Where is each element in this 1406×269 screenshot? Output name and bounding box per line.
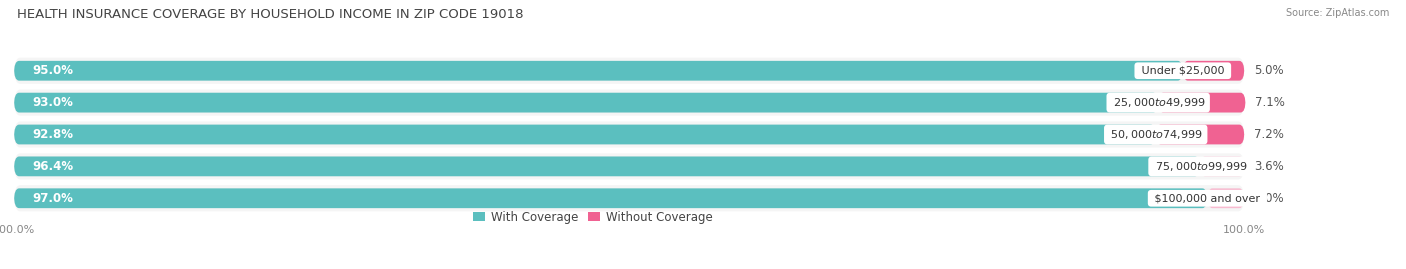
- Text: 95.0%: 95.0%: [32, 64, 73, 77]
- Text: 97.0%: 97.0%: [32, 192, 73, 205]
- Text: 92.8%: 92.8%: [32, 128, 73, 141]
- Text: $25,000 to $49,999: $25,000 to $49,999: [1109, 96, 1206, 109]
- Text: 96.4%: 96.4%: [32, 160, 73, 173]
- Text: Source: ZipAtlas.com: Source: ZipAtlas.com: [1285, 8, 1389, 18]
- FancyBboxPatch shape: [14, 121, 1244, 148]
- FancyBboxPatch shape: [1208, 188, 1244, 208]
- FancyBboxPatch shape: [14, 93, 1159, 112]
- Text: 5.0%: 5.0%: [1254, 64, 1284, 77]
- FancyBboxPatch shape: [14, 61, 1244, 81]
- Text: $100,000 and over: $100,000 and over: [1152, 193, 1264, 203]
- FancyBboxPatch shape: [1182, 61, 1244, 81]
- FancyBboxPatch shape: [14, 125, 1244, 144]
- FancyBboxPatch shape: [14, 157, 1201, 176]
- FancyBboxPatch shape: [14, 61, 1182, 81]
- Text: 93.0%: 93.0%: [32, 96, 73, 109]
- Text: 3.0%: 3.0%: [1254, 192, 1284, 205]
- FancyBboxPatch shape: [14, 188, 1208, 208]
- FancyBboxPatch shape: [1156, 125, 1244, 144]
- Text: HEALTH INSURANCE COVERAGE BY HOUSEHOLD INCOME IN ZIP CODE 19018: HEALTH INSURANCE COVERAGE BY HOUSEHOLD I…: [17, 8, 523, 21]
- Text: 3.6%: 3.6%: [1254, 160, 1284, 173]
- FancyBboxPatch shape: [1201, 157, 1244, 176]
- FancyBboxPatch shape: [14, 153, 1244, 179]
- FancyBboxPatch shape: [14, 125, 1156, 144]
- FancyBboxPatch shape: [14, 157, 1244, 176]
- Text: 7.2%: 7.2%: [1254, 128, 1284, 141]
- FancyBboxPatch shape: [14, 188, 1244, 208]
- FancyBboxPatch shape: [1159, 93, 1246, 112]
- FancyBboxPatch shape: [14, 93, 1244, 112]
- Text: 7.1%: 7.1%: [1256, 96, 1285, 109]
- FancyBboxPatch shape: [14, 185, 1244, 211]
- Text: $75,000 to $99,999: $75,000 to $99,999: [1152, 160, 1249, 173]
- Legend: With Coverage, Without Coverage: With Coverage, Without Coverage: [468, 206, 717, 228]
- FancyBboxPatch shape: [14, 90, 1244, 116]
- FancyBboxPatch shape: [14, 58, 1244, 84]
- Text: $50,000 to $74,999: $50,000 to $74,999: [1108, 128, 1204, 141]
- Text: Under $25,000: Under $25,000: [1137, 66, 1227, 76]
